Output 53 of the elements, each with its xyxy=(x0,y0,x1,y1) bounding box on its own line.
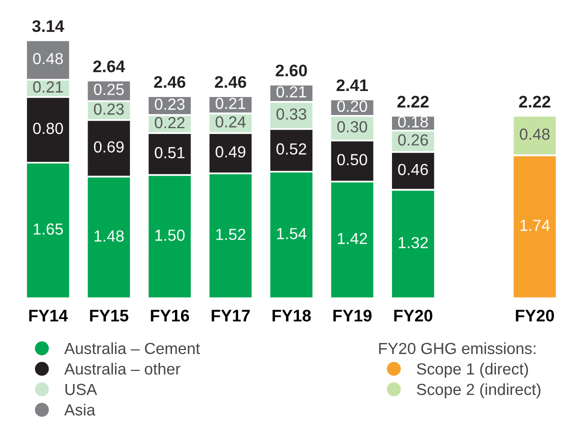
data-label: 0.26 xyxy=(398,134,428,146)
data-label: 0.24 xyxy=(216,116,246,128)
data-label: 0.25 xyxy=(94,84,124,96)
x-tick-label: FY20 xyxy=(394,310,432,322)
legend-label: Australia – Cement xyxy=(64,342,200,354)
data-label: 0.51 xyxy=(154,147,184,158)
data-label: 1.32 xyxy=(398,236,428,248)
total-label: 2.22 xyxy=(397,96,429,108)
data-label: 1.52 xyxy=(216,228,246,240)
data-label: 1.42 xyxy=(338,232,367,244)
data-label: 0.23 xyxy=(154,98,185,110)
x-tick-label: FY15 xyxy=(90,310,128,322)
data-label: 1.50 xyxy=(155,230,185,241)
x-tick-label: FY16 xyxy=(150,310,190,322)
data-label: 1.48 xyxy=(94,230,124,242)
data-label: 0.49 xyxy=(216,146,246,158)
total-label: 2.46 xyxy=(214,76,246,88)
legend-label: Asia xyxy=(64,404,96,416)
data-label: 1.65 xyxy=(34,223,63,235)
data-label: 0.46 xyxy=(398,164,428,176)
total-label: 2.60 xyxy=(276,64,307,76)
data-label: 0.30 xyxy=(337,121,368,132)
total-label: 3.14 xyxy=(32,20,64,32)
x-tick-label: FY18 xyxy=(272,310,311,322)
data-label: 0.52 xyxy=(276,143,306,155)
data-label: 0.21 xyxy=(276,86,306,98)
data-label: 0.20 xyxy=(337,100,368,112)
data-label: 0.33 xyxy=(276,108,306,120)
total-label: 2.46 xyxy=(154,76,186,88)
data-label: 0.22 xyxy=(154,117,184,128)
data-label: 1.54 xyxy=(277,228,306,240)
data-label: 0.21 xyxy=(216,98,246,110)
data-label: 0.69 xyxy=(94,141,124,153)
x-tick-label: FY17 xyxy=(212,310,250,322)
data-label: 0.80 xyxy=(33,122,63,134)
data-label: 0.23 xyxy=(94,103,124,115)
data-label: 0.18 xyxy=(398,116,428,128)
data-label: 0.48 xyxy=(520,128,550,140)
legend-label: Scope 2 (indirect) xyxy=(416,383,540,398)
data-label: 0.21 xyxy=(33,81,63,93)
x-tick-label: FY14 xyxy=(29,310,68,322)
total-label: 2.22 xyxy=(519,96,550,108)
data-label: 0.48 xyxy=(33,52,63,64)
x-tick-label: FY20 xyxy=(516,310,554,322)
x-tick-label: FY19 xyxy=(333,310,372,322)
legend-label: USA xyxy=(65,384,98,396)
data-label: 0.50 xyxy=(337,154,368,166)
legend-title: FY20 GHG emissions: xyxy=(379,342,536,354)
total-label: 2.64 xyxy=(93,60,126,72)
data-label: 1.74 xyxy=(520,220,550,231)
legend-label: Scope 1 (direct) xyxy=(416,362,528,378)
legend-label: Australia – other xyxy=(64,362,180,375)
total-label: 2.41 xyxy=(336,79,368,92)
